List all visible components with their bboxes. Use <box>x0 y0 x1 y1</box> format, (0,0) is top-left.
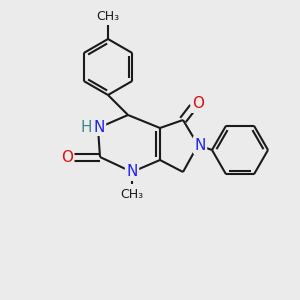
Text: O: O <box>192 97 204 112</box>
Text: N: N <box>194 137 206 152</box>
Text: O: O <box>61 149 73 164</box>
Text: CH₃: CH₃ <box>96 11 120 23</box>
Text: H: H <box>80 119 92 134</box>
Text: N: N <box>126 164 138 179</box>
Text: N: N <box>93 119 105 134</box>
Text: CH₃: CH₃ <box>120 188 144 200</box>
